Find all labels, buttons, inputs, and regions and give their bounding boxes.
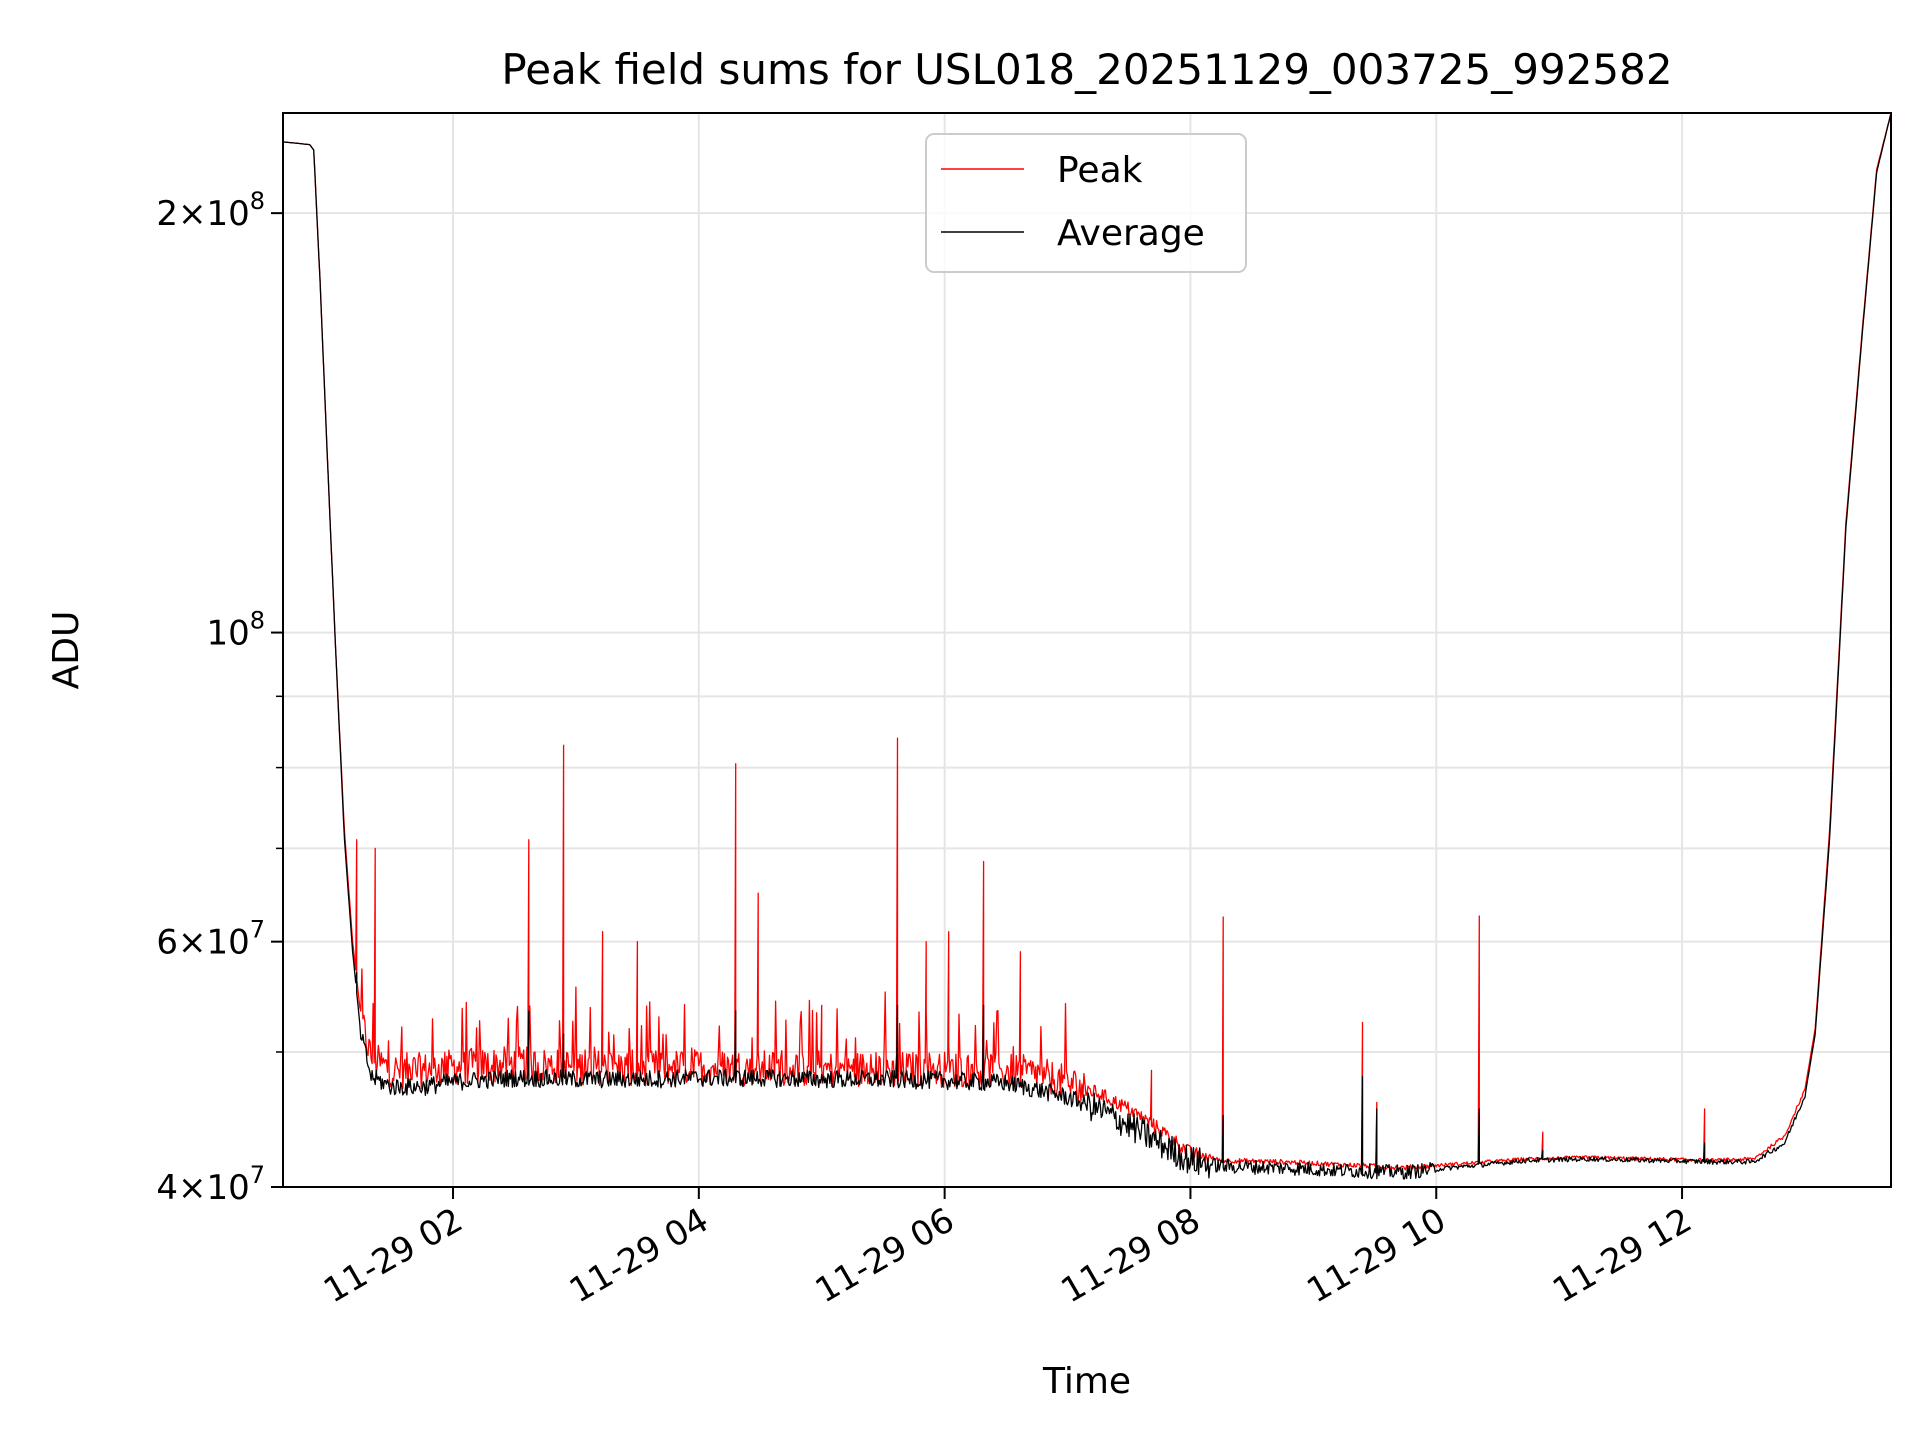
legend-label-peak: Peak <box>1057 150 1143 191</box>
legend: Peak Average <box>925 133 1247 273</box>
y-tick-label: 108 <box>206 607 265 654</box>
series-line-average <box>283 113 1891 1180</box>
y-tick-label: 2×108 <box>156 187 265 234</box>
y-tick-label: 6×107 <box>156 916 265 963</box>
plot-frame <box>282 112 1892 1188</box>
chart-title: Peak field sums for USL018_20251129_0037… <box>501 45 1672 94</box>
series-layer <box>283 113 1891 1180</box>
series-line-peak <box>283 113 1891 1171</box>
x-axis-label: Time <box>1042 1361 1131 1402</box>
y-tick-label: 4×107 <box>156 1161 265 1208</box>
y-axis-label: ADU <box>46 611 87 690</box>
legend-label-average: Average <box>1057 213 1205 254</box>
